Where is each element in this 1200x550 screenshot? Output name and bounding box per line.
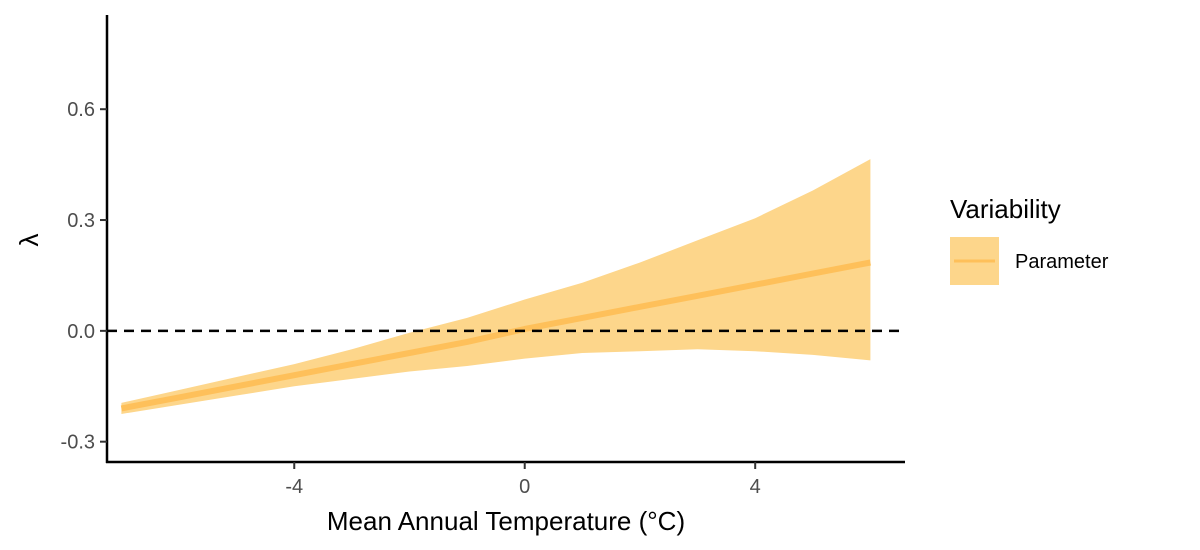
y-tick-label: 0.3 — [67, 210, 95, 232]
series-0-line — [120, 259, 871, 412]
legend: Variability Parameter — [950, 194, 1109, 285]
axes: -0.3 0.0 0.3 0.6 -4 0 4 — [61, 15, 905, 498]
y-tick-label: 0.0 — [67, 321, 95, 343]
series-0-ribbon — [121, 159, 871, 414]
y-axis-title: λ — [14, 234, 44, 247]
x-axis-title: Mean Annual Temperature (°C) — [327, 506, 685, 536]
y-tick-label: 0.6 — [67, 99, 95, 121]
x-tick-label: 0 — [519, 476, 530, 498]
x-tick-label: -4 — [285, 476, 303, 498]
plot-area — [107, 159, 905, 414]
y-tick-label: -0.3 — [61, 432, 95, 454]
legend-entry-parameter: Parameter — [1015, 251, 1109, 273]
legend-title: Variability — [950, 194, 1061, 224]
x-tick-label: 4 — [750, 476, 761, 498]
